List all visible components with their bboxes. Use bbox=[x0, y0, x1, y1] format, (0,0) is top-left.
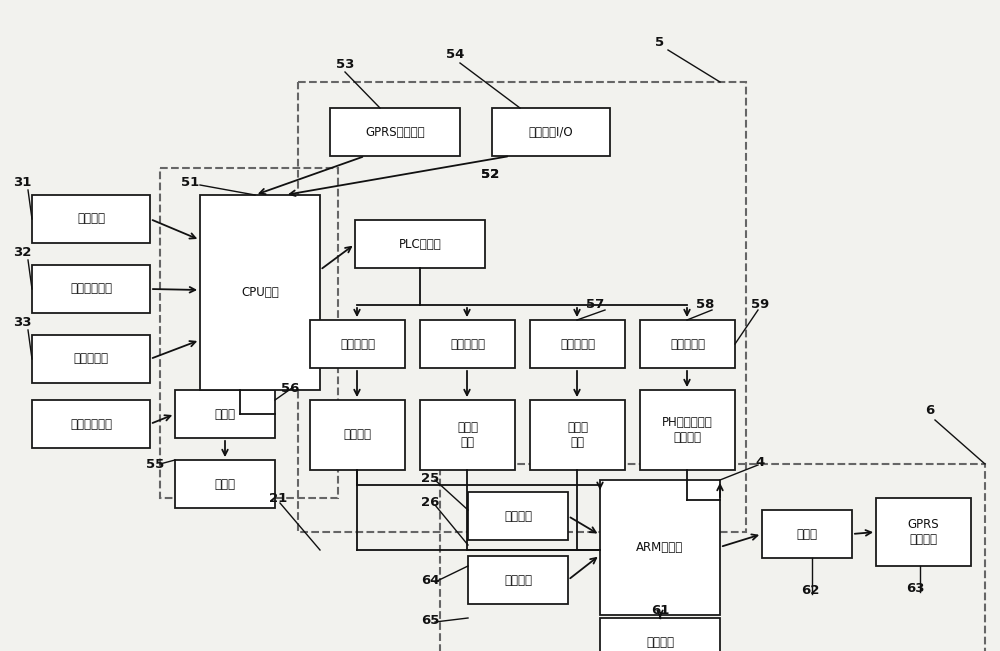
Text: PLC处理器: PLC处理器 bbox=[399, 238, 441, 251]
Text: 单片机: 单片机 bbox=[796, 527, 818, 540]
Text: 63: 63 bbox=[906, 581, 924, 594]
Text: 25: 25 bbox=[421, 471, 439, 484]
Text: 时钟模块: 时钟模块 bbox=[504, 510, 532, 523]
Text: 第二继电器: 第二继电器 bbox=[450, 337, 485, 350]
Text: 第一继电器: 第一继电器 bbox=[340, 337, 375, 350]
Bar bbox=[468, 492, 568, 540]
Bar bbox=[492, 108, 610, 156]
Text: 排液泵
系统: 排液泵 系统 bbox=[457, 421, 478, 449]
Text: 温湿压传感器: 温湿压传感器 bbox=[70, 283, 112, 296]
Text: 第四继电器: 第四继电器 bbox=[670, 337, 705, 350]
Text: 54: 54 bbox=[446, 49, 464, 61]
Text: 64: 64 bbox=[421, 574, 439, 587]
Text: 太阳能: 太阳能 bbox=[214, 477, 236, 490]
Bar bbox=[640, 390, 735, 470]
Text: 55: 55 bbox=[146, 458, 164, 471]
Text: 蓄电池: 蓄电池 bbox=[214, 408, 236, 421]
Text: 清洗泵
系统: 清洗泵 系统 bbox=[567, 421, 588, 449]
Bar bbox=[330, 108, 460, 156]
Text: 52: 52 bbox=[481, 169, 499, 182]
Text: 59: 59 bbox=[751, 299, 769, 311]
Bar bbox=[310, 320, 405, 368]
Text: 62: 62 bbox=[801, 583, 819, 596]
Text: 52: 52 bbox=[481, 169, 499, 182]
Bar bbox=[175, 390, 275, 438]
Bar bbox=[175, 460, 275, 508]
Text: 抽排装置: 抽排装置 bbox=[344, 428, 372, 441]
Text: 输入输出I/O: 输入输出I/O bbox=[529, 126, 573, 139]
Text: 51: 51 bbox=[181, 176, 199, 189]
Bar bbox=[530, 400, 625, 470]
Text: 6: 6 bbox=[925, 404, 935, 417]
Bar bbox=[32, 400, 150, 448]
Text: 58: 58 bbox=[696, 299, 714, 311]
Bar bbox=[468, 556, 568, 604]
Text: CPU系统: CPU系统 bbox=[241, 286, 279, 299]
Bar bbox=[32, 265, 150, 313]
Text: 56: 56 bbox=[281, 381, 299, 395]
Bar bbox=[762, 510, 852, 558]
Bar bbox=[160, 168, 338, 498]
Text: 存储模块: 存储模块 bbox=[504, 574, 532, 587]
Text: 53: 53 bbox=[336, 59, 354, 72]
Text: 65: 65 bbox=[421, 613, 439, 626]
Text: 远程控制信号: 远程控制信号 bbox=[70, 417, 112, 430]
Text: 57: 57 bbox=[586, 299, 604, 311]
Text: 控制信号: 控制信号 bbox=[646, 635, 674, 648]
Text: 液位传感器: 液位传感器 bbox=[74, 352, 108, 365]
Bar bbox=[32, 195, 150, 243]
Bar bbox=[355, 220, 485, 268]
Text: 33: 33 bbox=[13, 316, 31, 329]
Text: 26: 26 bbox=[421, 495, 439, 508]
Bar bbox=[298, 82, 746, 532]
Bar bbox=[876, 498, 971, 566]
Bar bbox=[310, 400, 405, 470]
Bar bbox=[32, 335, 150, 383]
Bar bbox=[200, 195, 320, 390]
Bar bbox=[420, 400, 515, 470]
Bar bbox=[530, 320, 625, 368]
Bar bbox=[600, 480, 720, 615]
Text: 31: 31 bbox=[13, 176, 31, 189]
Bar bbox=[440, 464, 985, 651]
Text: 雾传感器: 雾传感器 bbox=[77, 212, 105, 225]
Text: GPRS
发送模块: GPRS 发送模块 bbox=[908, 518, 939, 546]
Text: GPRS接收模块: GPRS接收模块 bbox=[365, 126, 425, 139]
Text: PH值及电导率
测试系统: PH值及电导率 测试系统 bbox=[662, 416, 713, 444]
Text: ARM处理器: ARM处理器 bbox=[636, 541, 684, 554]
Bar bbox=[600, 618, 720, 651]
Text: 32: 32 bbox=[13, 247, 31, 260]
Text: 5: 5 bbox=[655, 36, 665, 49]
Text: 第三继电器: 第三继电器 bbox=[560, 337, 595, 350]
Text: 61: 61 bbox=[651, 603, 669, 616]
Bar bbox=[420, 320, 515, 368]
Text: 4: 4 bbox=[755, 456, 765, 469]
Bar bbox=[640, 320, 735, 368]
Text: 21: 21 bbox=[269, 492, 287, 505]
